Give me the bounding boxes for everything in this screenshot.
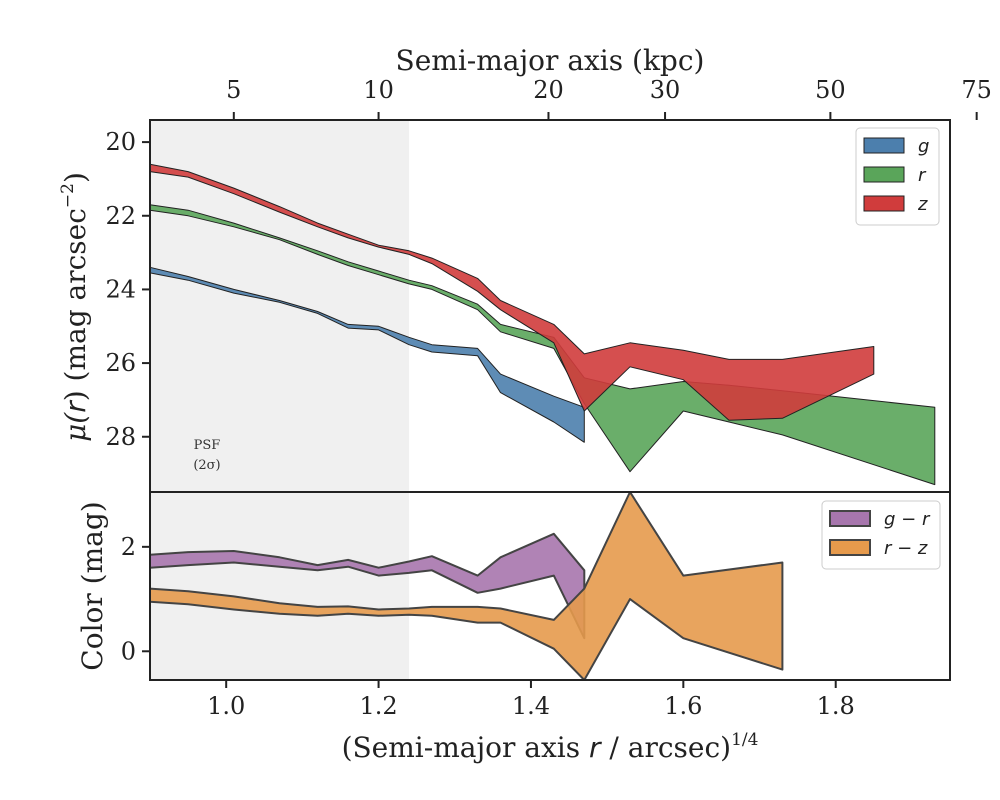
bottom-y-axis-title: Color (mag) — [76, 501, 109, 670]
x-title-rest: / arcsec) — [601, 731, 732, 764]
top-legend: grz — [855, 127, 940, 226]
top-panel-y-ticks: 20 22 24 26 28 — [105, 128, 150, 451]
y-tick-label: 28 — [105, 423, 136, 451]
top-y-axis-title: μ(r) (mag arcsec−2) — [58, 172, 92, 442]
x-tick-label: 1.8 — [817, 692, 855, 720]
color-series — [149, 491, 784, 681]
top-axis-kpc-ticks: 5 10 20 30 50 75 — [226, 76, 992, 120]
legend-swatch — [829, 539, 871, 556]
legend-label: g − r — [884, 509, 931, 530]
y-title-rest: ) (mag arcsec — [59, 208, 92, 401]
legend-swatch — [863, 137, 905, 154]
kpc-tick-label: 75 — [961, 76, 992, 104]
x-tick-label: 1.2 — [359, 692, 397, 720]
x-title-main: (Semi-major axis — [342, 731, 589, 764]
psf-annotation: PSF (2σ) — [193, 438, 220, 473]
surface-brightness-series — [149, 163, 936, 486]
x-tick-label: 1.0 — [207, 692, 245, 720]
y-tick-label: 20 — [105, 128, 136, 156]
legend-label: g — [918, 136, 929, 157]
y-tick-label: 24 — [105, 275, 136, 303]
bottom-panel-y-ticks: 02 — [121, 533, 150, 665]
psf-label-line2: (2σ) — [193, 458, 220, 473]
kpc-tick-label: 50 — [815, 76, 846, 104]
surface-brightness-panel: 20 22 24 26 28 5 10 20 30 50 75 PSF (2σ) grz — [105, 76, 992, 493]
legend-swatch — [863, 195, 905, 212]
y-tick-label: 22 — [105, 202, 136, 230]
band-z — [149, 163, 875, 421]
kpc-tick-label: 5 — [226, 76, 241, 104]
band-g — [149, 266, 585, 443]
x-tick-label: 1.4 — [512, 692, 550, 720]
kpc-tick-label: 30 — [650, 76, 681, 104]
y-title-mu: μ( — [59, 412, 92, 442]
bottom-panel-x-ticks: 1.0 1.2 1.4 1.6 1.8 — [207, 680, 855, 720]
legend-label: r − z — [884, 538, 928, 559]
psf-shaded-region — [150, 120, 410, 492]
band-r-z — [149, 491, 784, 681]
color-panel: 02 1.0 1.2 1.4 1.6 1.8 g − rr − z — [121, 491, 951, 720]
bottom-legend: g − r r − z — [821, 500, 941, 570]
legend-swatch — [829, 510, 871, 527]
top-x-axis-title: Semi-major axis (kpc) — [396, 44, 705, 77]
x-tick-label: 1.6 — [664, 692, 702, 720]
y-title-sup: −2 — [58, 183, 78, 208]
bottom-panel-frame — [149, 491, 951, 681]
bottom-x-axis-title: (Semi-major axis r / arcsec)1/4 — [342, 730, 759, 764]
legend-label: z — [917, 194, 928, 215]
y-tick-label: 26 — [105, 349, 136, 377]
psf-shaded-region-bottom — [150, 492, 410, 680]
kpc-tick-label: 10 — [363, 76, 394, 104]
y-tick-label: 0 — [121, 637, 136, 665]
x-title-var: r — [589, 731, 602, 764]
y-title-var: r — [59, 400, 92, 413]
y-tick-label: 2 — [121, 533, 136, 561]
psf-label-line1: PSF — [194, 438, 221, 453]
y-title-close: ) — [59, 172, 92, 183]
legend-label: r — [918, 165, 927, 186]
x-title-sup: 1/4 — [731, 730, 758, 750]
kpc-tick-label: 20 — [533, 76, 564, 104]
legend-swatch — [863, 166, 905, 183]
